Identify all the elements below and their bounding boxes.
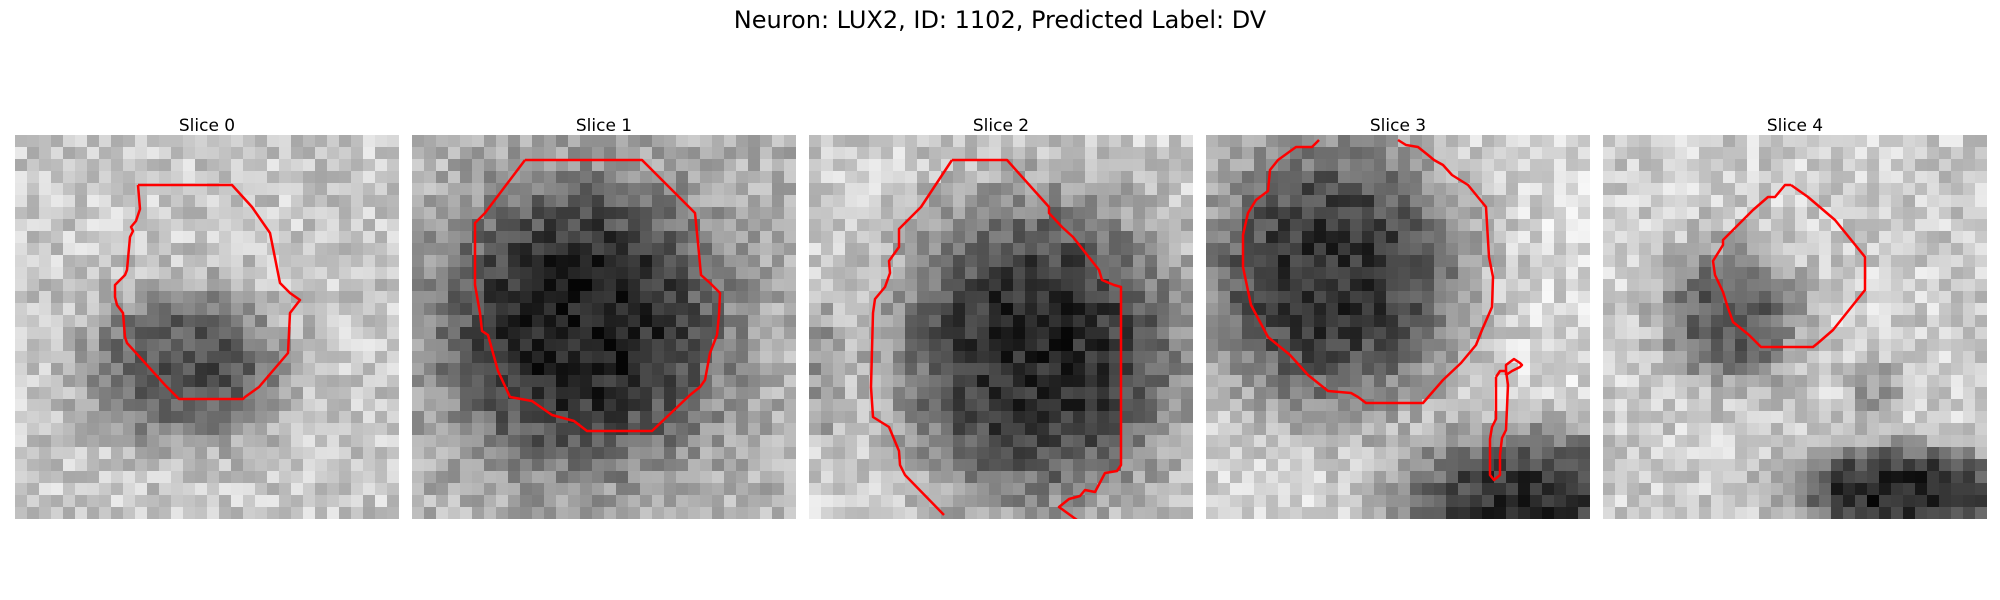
slice-title-3: Slice 3 — [1369, 116, 1427, 136]
slice-image-3 — [1206, 135, 1590, 519]
slice-title-2: Slice 2 — [972, 116, 1030, 136]
figure-title: Neuron: LUX2, ID: 1102, Predicted Label:… — [733, 6, 1267, 34]
slice-svg-1 — [412, 135, 796, 519]
contour-1 — [473, 158, 722, 433]
pixel-grid-2 — [809, 135, 1193, 519]
slice-title-1: Slice 1 — [575, 116, 633, 136]
slice-panel-2: Slice 2 — [809, 116, 1193, 519]
slice-title-0: Slice 0 — [178, 116, 236, 136]
contour-2-b — [869, 159, 954, 516]
contour-0 — [113, 183, 302, 401]
slice-panel-0: Slice 0 — [15, 116, 399, 519]
slice-panel-3: Slice 3 — [1206, 116, 1590, 519]
pixel-grid-0 — [15, 135, 399, 519]
slice-svg-2 — [809, 135, 1193, 519]
pixel-grid-4 — [1603, 135, 1987, 519]
slice-image-0 — [15, 135, 399, 519]
slice-svg-3 — [1206, 135, 1590, 519]
contour-4 — [1711, 183, 1867, 349]
contour-2 — [952, 158, 1123, 519]
contour-3-extra-0 — [1504, 357, 1524, 377]
pixel-grid-1 — [412, 135, 796, 519]
slice-svg-0 — [15, 135, 399, 519]
contour-3-extra-1 — [1488, 369, 1510, 482]
slice-panel-1: Slice 1 — [412, 116, 796, 519]
slice-image-1 — [412, 135, 796, 519]
slice-image-4 — [1603, 135, 1987, 519]
slice-panel-4: Slice 4 — [1603, 116, 1987, 519]
contour-3 — [1241, 138, 1495, 405]
pixel-grid-3 — [1206, 135, 1590, 519]
slice-svg-4 — [1603, 135, 1987, 519]
slice-title-4: Slice 4 — [1766, 116, 1824, 136]
slice-image-2 — [809, 135, 1193, 519]
